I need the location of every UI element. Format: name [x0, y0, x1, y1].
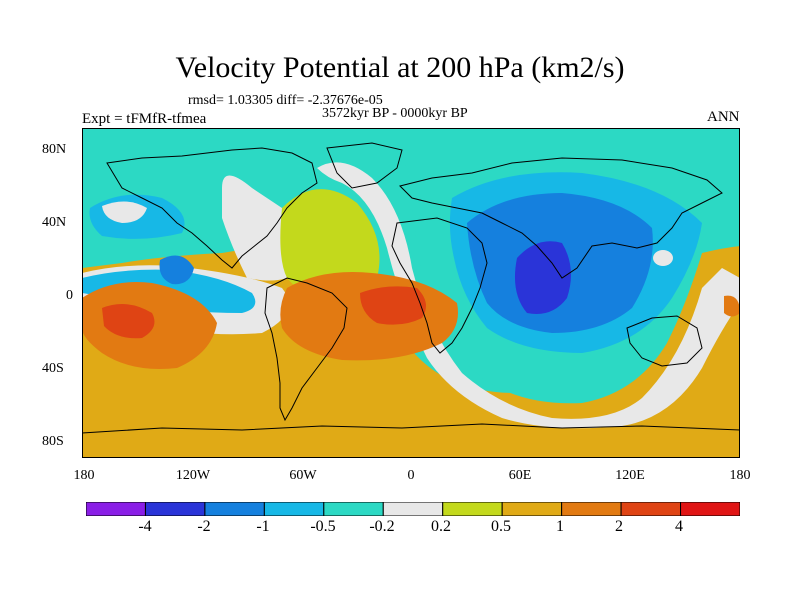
- map-frame: [82, 128, 740, 458]
- y-tick-label: 80N: [42, 142, 67, 157]
- colorbar-label: -0.5: [310, 518, 336, 535]
- field-southpac-red: [102, 304, 155, 339]
- coast-africa: [391, 217, 488, 354]
- coastlines: [82, 142, 740, 434]
- colorbar-swatch: [442, 502, 503, 516]
- x-tick-label: 180: [73, 468, 95, 483]
- field-atlantic-red: [360, 286, 426, 325]
- colorbar-swatch: [144, 502, 206, 516]
- field-eastedge-orange: [724, 295, 740, 317]
- y-tick-label: 80S: [42, 434, 64, 449]
- colorbar-label: 0.5: [491, 518, 511, 535]
- plot-title: Velocity Potential at 200 hPa (km2/s): [175, 51, 625, 84]
- colorbar-label: 0.2: [431, 518, 451, 535]
- field-white-northpac: [102, 201, 147, 223]
- period-label: 3572kyr BP - 0000kyr BP: [322, 106, 468, 121]
- colorbar-label: 2: [615, 518, 623, 535]
- x-tick-label: 60E: [508, 468, 532, 483]
- coast-greenland: [326, 142, 403, 189]
- colorbar-label: 4: [675, 518, 683, 535]
- x-tick-label: 120E: [615, 468, 645, 483]
- coast-australia: [626, 315, 703, 367]
- colorbar-label: -1: [256, 518, 270, 535]
- field-eastern-darkblue: [514, 241, 571, 314]
- colorbar-swatch: [501, 502, 563, 516]
- coast-south-america: [264, 277, 348, 422]
- colorbar-swatch: [86, 502, 146, 516]
- y-tick-label: 40N: [42, 215, 67, 230]
- x-tick-label: 0: [407, 468, 415, 483]
- rmsd-label: rmsd= 1.03305 diff= -2.37676e-05: [188, 93, 383, 108]
- colorbar-swatch: [263, 502, 325, 516]
- colorbar: [86, 502, 740, 516]
- colorbar-swatch: [561, 502, 622, 516]
- season-label: ANN: [707, 109, 740, 125]
- field-blue-pacific: [159, 255, 194, 285]
- coast-antarctica: [82, 423, 740, 434]
- y-tick-label: 0: [66, 288, 73, 303]
- field-white-blob: [653, 250, 673, 266]
- experiment-label: Expt = tFMfR-tfmea: [82, 111, 207, 127]
- coast-north-america: [106, 147, 318, 269]
- colorbar-label: -4: [138, 518, 152, 535]
- colorbar-swatch: [620, 502, 682, 516]
- colorbar-swatch: [204, 502, 265, 516]
- field-zero-band-north: [222, 175, 287, 281]
- colorbar-swatch: [382, 502, 444, 516]
- y-tick-label: 40S: [42, 361, 64, 376]
- colorbar-label: 1: [556, 518, 564, 535]
- x-tick-label: 60W: [289, 468, 317, 483]
- colorbar-label: -2: [197, 518, 211, 535]
- colorbar-swatch: [680, 502, 740, 516]
- coast-eurasia: [399, 157, 723, 279]
- colorbar-swatch: [323, 502, 384, 516]
- velocity-potential-map: [82, 128, 740, 458]
- x-tick-label: 120W: [175, 468, 211, 483]
- colorbar-label: -0.2: [369, 518, 395, 535]
- field-atlantic-yellowgreen: [277, 189, 380, 299]
- x-tick-label: 180: [729, 468, 751, 483]
